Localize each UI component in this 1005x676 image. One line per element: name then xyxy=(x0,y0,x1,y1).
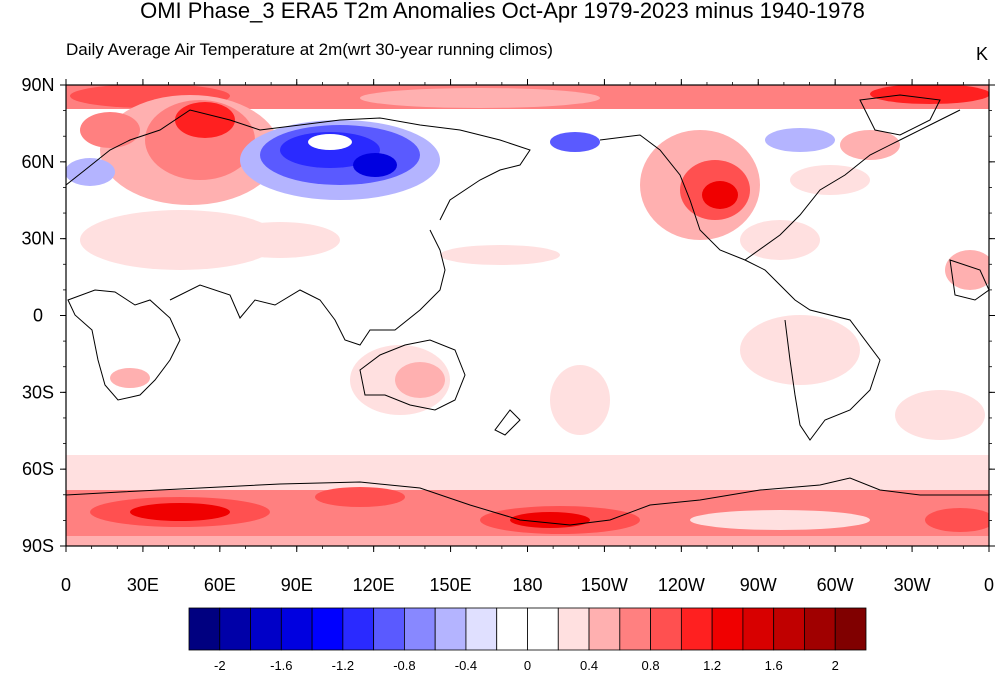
lon-tick-label: 60E xyxy=(204,575,236,595)
colorbar-swatch xyxy=(311,607,344,651)
coastlines xyxy=(66,94,989,526)
lon-tick-label: 120E xyxy=(353,575,395,595)
colorbar-swatch xyxy=(527,607,559,651)
colorbar-swatch xyxy=(496,607,528,651)
anomaly-southern-band xyxy=(66,455,989,490)
subtitle-center-text: (wrt 30-year running climos) xyxy=(342,40,553,59)
lon-tick-label: 0 xyxy=(984,575,994,595)
colorbar-swatch xyxy=(588,607,621,651)
colorbar-swatch xyxy=(465,607,498,651)
colorbar-label: 1.6 xyxy=(765,658,783,673)
anomaly-arctic-east xyxy=(870,85,989,104)
colorbar-swatch xyxy=(188,607,221,651)
colorbar-swatch xyxy=(650,607,682,651)
lat-tick-label: 30N xyxy=(21,229,54,249)
colorbar-label: -2 xyxy=(214,658,226,673)
lon-tick-label: 150W xyxy=(581,575,628,595)
anomaly-antarctic-warm-ross xyxy=(510,512,590,528)
colorbar-swatch xyxy=(680,607,713,651)
anomaly-antarctic-warm-east xyxy=(130,503,230,521)
lat-tick-label: 60S xyxy=(22,459,54,479)
colorbar-swatch xyxy=(804,607,836,651)
colorbar-label: -1.2 xyxy=(332,658,354,673)
lat-tick-label: 0 xyxy=(33,306,43,326)
anomaly-australia-warm xyxy=(395,362,445,398)
lon-tick-label: 150E xyxy=(430,575,472,595)
colorbar-swatch xyxy=(373,607,405,651)
coast-north-america-east xyxy=(744,109,961,261)
colorbar-swatch xyxy=(557,607,590,651)
colorbar-label: -0.8 xyxy=(393,658,415,673)
latitude-axis: 90N 60N 30N 0 30S 60S 90S xyxy=(21,75,995,556)
colorbar-swatch xyxy=(404,607,436,651)
colorbar-swatch xyxy=(434,607,467,651)
colorbar-swatch xyxy=(834,607,867,651)
lon-tick-label: 30W xyxy=(894,575,931,595)
coast-antarctica xyxy=(66,477,989,526)
colorbar-label: -0.4 xyxy=(455,658,477,673)
coast-north-america xyxy=(599,134,881,441)
anomaly-field xyxy=(66,85,989,546)
coast-australia xyxy=(359,339,466,411)
units-label: K xyxy=(975,44,988,64)
subtitle-left-text: Daily Average Air Temperature at 2m xyxy=(66,40,343,59)
colorbar-swatch xyxy=(280,607,313,651)
colorbar-swatch xyxy=(711,607,744,651)
colorbar-label: 2 xyxy=(832,658,839,673)
coast-greenland xyxy=(859,94,941,136)
colorbar-label: 0.4 xyxy=(580,658,598,673)
colorbar: -2 -1.6 -1.2 -0.8 -0.4 0 0.4 0.8 1.2 1.6 2 xyxy=(188,607,867,673)
map-title: OMI Phase_3 ERA5 T2m Anomalies Oct-Apr 1… xyxy=(140,0,865,23)
colorbar-label: 1.2 xyxy=(703,658,721,673)
lat-tick-label: 60N xyxy=(21,152,54,172)
lat-tick-label: 90N xyxy=(21,75,54,95)
colorbar-swatch xyxy=(250,607,282,651)
colorbar-label: 0.8 xyxy=(642,658,660,673)
coast-africa xyxy=(67,289,181,401)
colorbar-label: 0 xyxy=(524,658,531,673)
lon-tick-label: 60W xyxy=(817,575,854,595)
longitude-axis: 0 30E 60E 90E 120E 150E 180 150W 120W 90W 60W 30W 0 xyxy=(61,79,994,595)
colorbar-swatch xyxy=(342,607,375,651)
lon-tick-label: 90E xyxy=(281,575,313,595)
colorbar-swatch xyxy=(773,607,805,651)
lon-tick-label: 0 xyxy=(61,575,71,595)
lat-tick-label: 90S xyxy=(22,536,54,556)
map-subtitle: Daily Average Air Temperature at 2m(wrt … xyxy=(66,40,553,60)
lat-tick-label: 30S xyxy=(22,382,54,402)
coast-south-asia xyxy=(169,229,446,346)
colorbar-swatch xyxy=(619,607,651,651)
colorbar-swatch xyxy=(742,607,775,651)
colorbar-label: -1.6 xyxy=(270,658,292,673)
lon-tick-label: 30E xyxy=(127,575,159,595)
coast-eurasia-north xyxy=(66,109,531,221)
colorbar-swatch xyxy=(219,607,251,651)
coast-new-zealand xyxy=(494,409,521,436)
lon-tick-label: 120W xyxy=(658,575,705,595)
lon-tick-label: 180 xyxy=(512,575,542,595)
lon-tick-label: 90W xyxy=(740,575,777,595)
